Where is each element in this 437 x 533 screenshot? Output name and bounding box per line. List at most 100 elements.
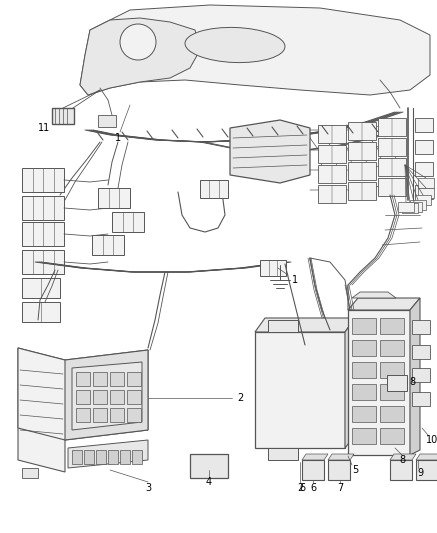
Text: 1: 1 — [292, 275, 298, 285]
Bar — [415, 162, 433, 176]
Bar — [416, 460, 437, 480]
Polygon shape — [416, 454, 437, 460]
Bar — [110, 408, 124, 422]
Bar — [96, 450, 106, 464]
Text: 7: 7 — [337, 483, 343, 493]
Bar — [112, 212, 144, 232]
Ellipse shape — [185, 27, 285, 62]
Text: 6: 6 — [299, 483, 305, 493]
Bar — [380, 362, 404, 378]
Polygon shape — [255, 318, 355, 332]
Polygon shape — [68, 440, 148, 468]
Bar — [110, 390, 124, 404]
Text: 3: 3 — [145, 483, 151, 493]
Bar — [22, 250, 64, 274]
Polygon shape — [328, 454, 354, 460]
Polygon shape — [352, 292, 396, 298]
Bar — [390, 460, 412, 480]
Bar — [380, 384, 404, 400]
Bar — [352, 384, 376, 400]
Bar — [84, 450, 94, 464]
Bar — [260, 260, 286, 276]
Bar — [200, 180, 228, 198]
Bar — [22, 302, 60, 322]
Bar — [415, 118, 433, 132]
Bar — [348, 142, 376, 160]
Polygon shape — [230, 120, 310, 183]
Bar — [412, 368, 430, 382]
Bar — [127, 408, 141, 422]
Bar — [76, 408, 90, 422]
Polygon shape — [345, 318, 355, 448]
Bar — [22, 168, 64, 192]
Bar — [410, 200, 426, 210]
Bar — [108, 450, 118, 464]
Bar — [76, 390, 90, 404]
Bar — [418, 178, 434, 188]
Polygon shape — [65, 350, 148, 440]
Polygon shape — [348, 310, 410, 455]
Bar — [348, 182, 376, 200]
Bar — [268, 448, 298, 460]
Polygon shape — [410, 298, 420, 455]
Bar — [328, 460, 350, 480]
Bar — [378, 158, 406, 176]
Bar — [120, 450, 130, 464]
Bar — [380, 428, 404, 444]
Bar — [76, 372, 90, 386]
Polygon shape — [80, 18, 200, 95]
Circle shape — [120, 24, 156, 60]
Text: 8: 8 — [409, 377, 415, 387]
Text: 2: 2 — [237, 393, 243, 403]
Bar — [268, 320, 298, 332]
Bar — [132, 450, 142, 464]
Polygon shape — [255, 332, 345, 448]
Bar — [387, 375, 407, 391]
Bar — [412, 345, 430, 359]
Bar — [418, 188, 434, 198]
Bar — [412, 320, 430, 334]
Polygon shape — [18, 348, 148, 440]
Bar — [380, 340, 404, 356]
Bar — [93, 390, 107, 404]
Polygon shape — [390, 454, 416, 460]
Polygon shape — [302, 454, 328, 460]
Bar — [412, 392, 430, 406]
Bar — [22, 278, 60, 298]
Bar — [378, 138, 406, 156]
Text: 5: 5 — [352, 465, 358, 475]
Bar — [318, 165, 346, 183]
Bar — [352, 340, 376, 356]
Bar — [93, 408, 107, 422]
Bar — [318, 185, 346, 203]
Bar — [22, 222, 64, 246]
Bar — [72, 450, 82, 464]
Text: 11: 11 — [38, 123, 50, 133]
Bar — [415, 195, 431, 205]
Bar — [93, 372, 107, 386]
Bar — [318, 145, 346, 163]
Bar — [52, 108, 74, 124]
Bar — [398, 202, 414, 212]
Bar — [110, 372, 124, 386]
Text: 9: 9 — [417, 468, 423, 478]
Text: 6: 6 — [310, 483, 316, 493]
Text: 2: 2 — [297, 483, 303, 493]
Bar — [402, 203, 418, 213]
Polygon shape — [72, 362, 142, 430]
Text: 4: 4 — [206, 477, 212, 487]
Text: 1: 1 — [115, 133, 121, 143]
Polygon shape — [80, 5, 430, 95]
Polygon shape — [348, 298, 420, 310]
Bar — [352, 406, 376, 422]
Bar — [98, 115, 116, 127]
Bar — [348, 122, 376, 140]
Bar — [127, 390, 141, 404]
Bar — [415, 140, 433, 154]
Bar — [98, 188, 130, 208]
Bar — [352, 318, 376, 334]
Bar — [415, 185, 433, 199]
Bar — [92, 235, 124, 255]
Bar — [302, 460, 324, 480]
Bar — [406, 202, 422, 212]
